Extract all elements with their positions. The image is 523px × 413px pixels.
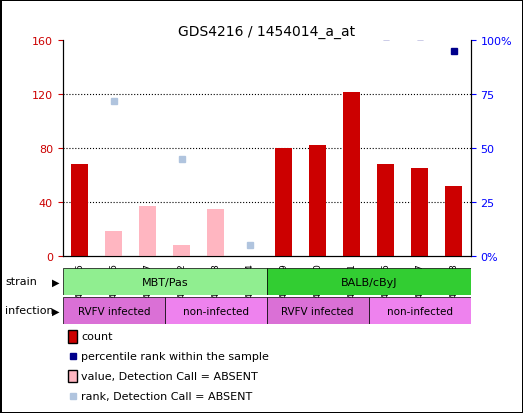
Text: value, Detection Call = ABSENT: value, Detection Call = ABSENT bbox=[81, 371, 258, 381]
Bar bbox=[445, 186, 462, 256]
Text: non-infected: non-infected bbox=[386, 306, 453, 316]
Text: rank, Detection Call = ABSENT: rank, Detection Call = ABSENT bbox=[81, 391, 252, 401]
Bar bbox=[411, 169, 428, 256]
FancyBboxPatch shape bbox=[165, 297, 267, 324]
Text: infection: infection bbox=[5, 306, 54, 316]
Bar bbox=[139, 206, 156, 256]
Text: BALB/cByJ: BALB/cByJ bbox=[340, 277, 397, 287]
Bar bbox=[377, 165, 394, 256]
Text: non-infected: non-infected bbox=[183, 306, 249, 316]
Text: count: count bbox=[81, 332, 112, 342]
Bar bbox=[173, 245, 190, 256]
Bar bbox=[207, 209, 224, 256]
FancyBboxPatch shape bbox=[267, 297, 369, 324]
Bar bbox=[343, 92, 360, 256]
Text: RVFV infected: RVFV infected bbox=[77, 306, 150, 316]
Bar bbox=[275, 149, 292, 256]
Title: GDS4216 / 1454014_a_at: GDS4216 / 1454014_a_at bbox=[178, 25, 355, 39]
FancyBboxPatch shape bbox=[63, 268, 267, 295]
Text: ▶: ▶ bbox=[52, 277, 60, 287]
FancyBboxPatch shape bbox=[63, 297, 165, 324]
Text: MBT/Pas: MBT/Pas bbox=[141, 277, 188, 287]
Bar bbox=[309, 146, 326, 256]
FancyBboxPatch shape bbox=[267, 268, 471, 295]
Text: strain: strain bbox=[5, 277, 37, 287]
Text: RVFV infected: RVFV infected bbox=[281, 306, 354, 316]
Bar bbox=[105, 232, 122, 256]
Text: percentile rank within the sample: percentile rank within the sample bbox=[81, 351, 269, 361]
Bar bbox=[71, 165, 88, 256]
FancyBboxPatch shape bbox=[369, 297, 471, 324]
Text: ▶: ▶ bbox=[52, 306, 60, 316]
